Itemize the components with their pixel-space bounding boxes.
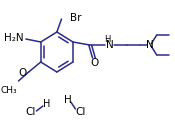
Text: H: H <box>43 99 50 109</box>
Text: O: O <box>19 68 27 78</box>
Text: N: N <box>146 40 154 50</box>
Text: H: H <box>64 95 72 105</box>
Text: CH₃: CH₃ <box>1 86 18 95</box>
Text: Br: Br <box>70 13 81 23</box>
Text: H: H <box>104 34 111 43</box>
Text: Cl: Cl <box>26 107 36 117</box>
Text: Cl: Cl <box>76 107 86 117</box>
Text: H₂N: H₂N <box>4 33 24 43</box>
Text: N: N <box>106 40 114 50</box>
Text: O: O <box>90 58 99 68</box>
